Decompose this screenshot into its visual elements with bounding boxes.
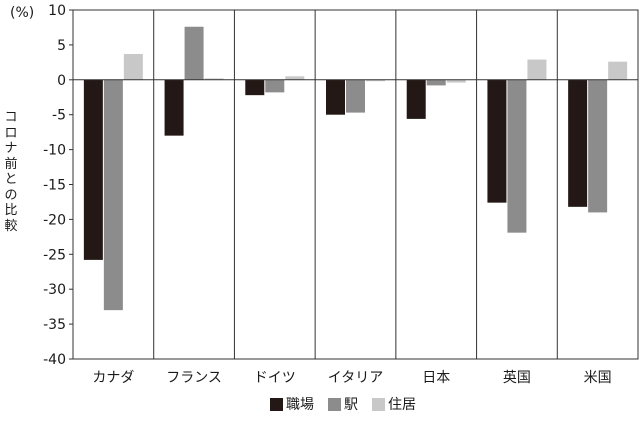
y-axis-title-char: の [4,187,18,203]
y-tick-label: 10 [48,3,66,19]
bar-住居 [204,78,224,80]
x-tick-label: 英国 [503,369,531,386]
y-axis-title-char: と [4,172,18,187]
y-tick-label: -15 [43,178,66,194]
x-tick-label: 日本 [422,370,450,386]
bar-駅 [346,79,365,113]
bar-職場 [326,79,345,115]
bar-駅 [588,79,608,213]
bar-住居 [527,59,547,80]
legend-label: 職場 [286,397,314,413]
legend-label: 住居 [388,397,416,413]
legend-label: 駅 [344,397,358,413]
y-tick-label: -30 [43,282,66,298]
x-tick-label: カナダ [92,370,134,386]
bar-職場 [487,79,507,203]
y-tick-label: 0 [57,73,66,89]
x-tick-label: フランス [166,370,222,386]
bar-駅 [103,79,123,311]
unit-label: (%) [10,5,34,21]
y-axis-title-char: 較 [4,218,18,234]
bar-駅 [426,79,446,86]
bar-住居 [366,79,385,82]
bar-職場 [406,79,426,119]
y-tick-label: 5 [57,38,66,54]
y-tick-label: -5 [52,108,66,124]
x-tick-label: 米国 [584,370,612,386]
y-tick-label: -35 [43,317,66,333]
y-axis-title-char: 前 [4,156,18,172]
bar-職場 [83,79,103,260]
y-tick-label: -10 [43,143,66,159]
bar-駅 [265,79,285,93]
bar-駅 [184,26,204,80]
y-axis-title-char: 比 [4,203,18,218]
bar-職場 [164,79,184,136]
legend-swatch [328,398,341,411]
y-axis-title: コロナ前との比較 [0,110,22,270]
y-tick-label: -20 [43,212,66,228]
x-tick-label: ドイツ [254,370,296,386]
y-tick-label: -40 [43,352,66,368]
legend-swatch [372,398,385,411]
bar-職場 [568,79,588,207]
y-axis-title-char: ナ [4,141,18,156]
y-tick-label: -25 [43,247,66,263]
x-tick-label: イタリア [328,370,383,386]
bar-住居 [123,53,143,80]
bar-住居 [608,61,628,80]
bar-住居 [446,79,466,83]
y-axis-title-char: ロ [4,125,18,141]
bar-職場 [245,79,265,96]
legend-swatch [270,398,283,411]
bar-住居 [285,76,305,80]
plot-frame [72,9,639,360]
y-axis-title-char: コ [4,110,18,125]
bar-駅 [507,79,527,233]
